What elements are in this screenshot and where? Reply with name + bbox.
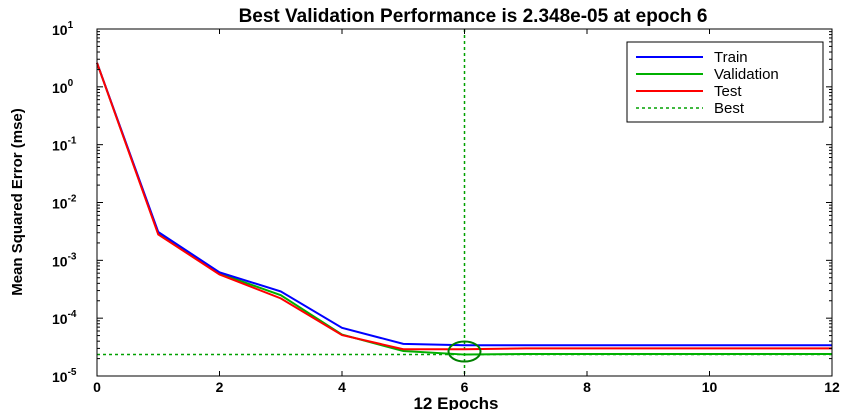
x-tick-label: 0: [93, 379, 101, 395]
series-layer: [96, 62, 832, 356]
y-ticks: 101 100 10-1 10-2 10-3 10-4 10-5: [52, 20, 832, 385]
best-point-circle: [447, 340, 482, 363]
x-tick-label: 6: [461, 379, 469, 395]
y-tick-label: 10-1: [52, 136, 77, 154]
x-ticks: 0 2 4 6 8 10 12: [93, 29, 840, 395]
legend-label-best: Best: [714, 100, 745, 117]
y-tick-label: 10-3: [52, 251, 77, 269]
best-circle-layer: [447, 340, 482, 363]
x-tick-label: 12: [824, 379, 840, 395]
x-tick-label: 2: [216, 379, 224, 395]
legend-label-train: Train: [714, 49, 748, 66]
legend-box: [626, 41, 824, 123]
series-line-test: [96, 62, 832, 351]
chart-title: Best Validation Performance is 2.348e-05…: [239, 6, 708, 27]
y-tick-label: 101: [52, 20, 74, 38]
y-tick-label: 10-4: [52, 309, 77, 327]
legend-label-validation: Validation: [714, 66, 779, 83]
y-tick-label: 10-5: [52, 367, 77, 385]
x-tick-label: 4: [338, 379, 346, 395]
y-tick-label: 100: [52, 78, 74, 96]
x-tick-label: 8: [583, 379, 591, 395]
legend-label-test: Test: [714, 83, 742, 100]
x-axis-label: 12 Epochs: [413, 394, 498, 410]
y-axis-label: Mean Squared Error (mse): [9, 108, 26, 296]
y-tick-label: 10-2: [52, 194, 77, 212]
x-tick-label: 10: [702, 379, 718, 395]
series-line-train: [96, 62, 832, 347]
